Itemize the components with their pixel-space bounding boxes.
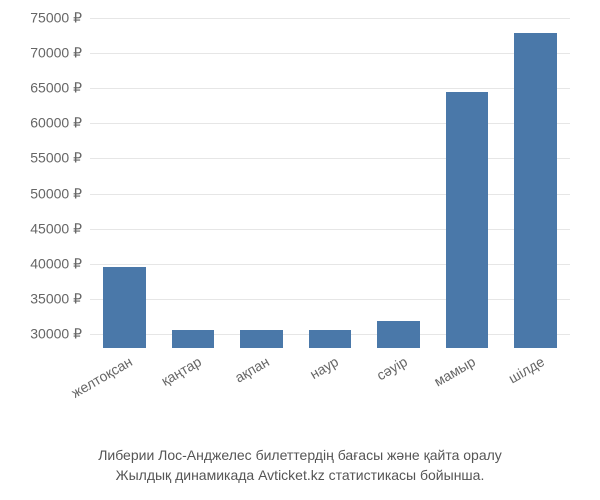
bar xyxy=(172,330,215,348)
bar xyxy=(446,92,489,348)
y-tick-label: 65000 ₽ xyxy=(30,80,90,97)
bar xyxy=(309,330,352,348)
caption-line: Жылдық динамикада Avticket.kz статистика… xyxy=(0,465,600,485)
y-tick-label: 50000 ₽ xyxy=(30,185,90,202)
bar xyxy=(240,330,283,348)
bars-layer xyxy=(90,18,570,348)
bar xyxy=(514,33,557,348)
bar xyxy=(377,321,420,348)
y-tick-label: 70000 ₽ xyxy=(30,45,90,62)
y-tick-label: 75000 ₽ xyxy=(30,10,90,27)
chart-container: 30000 ₽ 35000 ₽ 40000 ₽ 45000 ₽ 50000 ₽ 55000… xyxy=(0,0,600,500)
chart-caption: Либерии Лос-Анджелес билеттердің бағасы … xyxy=(0,445,600,486)
caption-line: Либерии Лос-Анджелес билеттердің бағасы … xyxy=(0,445,600,465)
y-tick-label: 30000 ₽ xyxy=(30,325,90,342)
y-tick-label: 35000 ₽ xyxy=(30,290,90,307)
y-tick-label: 60000 ₽ xyxy=(30,115,90,132)
y-tick-label: 40000 ₽ xyxy=(30,255,90,272)
bar xyxy=(103,267,146,348)
plot-area: 30000 ₽35000 ₽40000 ₽45000 ₽50000 ₽55000… xyxy=(90,18,570,348)
y-tick-label: 45000 ₽ xyxy=(30,220,90,237)
y-tick-label: 55000 ₽ xyxy=(30,150,90,167)
